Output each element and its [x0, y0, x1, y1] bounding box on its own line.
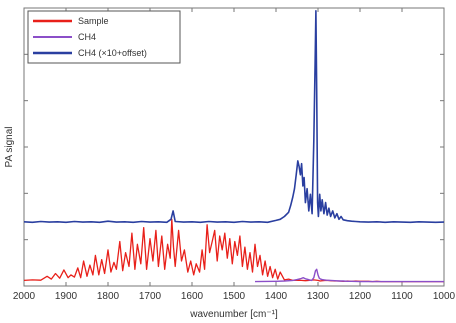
x-tick-label: 1100	[391, 291, 413, 302]
x-tick-label: 1800	[97, 291, 120, 302]
x-axis-label: wavenumber [cm⁻¹]	[189, 309, 278, 320]
x-tick-label: 1300	[307, 291, 330, 302]
tick-marks	[23, 8, 445, 286]
x-tick-label: 1200	[349, 291, 372, 302]
x-tick-label: 1700	[139, 291, 162, 302]
x-tick-label: 1400	[265, 291, 288, 302]
x-tick-label: 1000	[433, 291, 456, 302]
x-tick-label: 1600	[181, 291, 204, 302]
x-tick-labels: 2000 1900 1800 1700 1600 1500 1400 1300 1200 1100…	[13, 291, 456, 302]
legend-label-sample: Sample	[78, 16, 109, 26]
x-tick-label: 2000	[13, 291, 36, 302]
x-tick-label: 1500	[223, 291, 246, 302]
legend: Sample CH4 CH4 (×10+offset)	[27, 10, 181, 64]
legend-label-ch4-offset: CH4 (×10+offset)	[78, 48, 147, 58]
legend-label-ch4: CH4	[78, 32, 96, 42]
series-layer	[23, 10, 445, 283]
series-ch4	[254, 268, 444, 283]
series-ch4-offset	[23, 10, 445, 224]
y-axis-label: PA signal	[4, 127, 15, 168]
x-tick-label: 1900	[55, 291, 78, 302]
